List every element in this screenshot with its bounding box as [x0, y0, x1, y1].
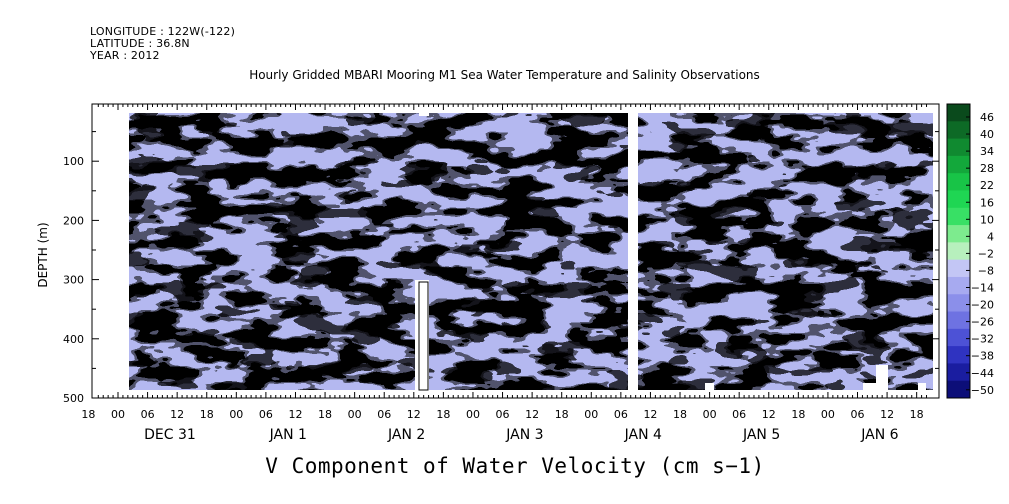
colorbar-swatch: [947, 311, 970, 330]
x-day-label: JAN 6: [860, 427, 898, 443]
colorbar-swatch: [947, 259, 970, 278]
plot-frame: [91, 103, 940, 399]
x-hour-label: 00: [111, 408, 125, 421]
x-hour-label: 00: [821, 408, 835, 421]
x-hour-label: 18: [673, 408, 687, 421]
colorbar-swatch: [947, 328, 970, 347]
x-hour-label: 12: [407, 408, 421, 421]
y-axis: 100 200 300 400 500: [63, 131, 939, 405]
x-hour-label: 06: [851, 408, 865, 421]
colorbar-swatch: [947, 276, 970, 295]
colorbar-label: 4: [987, 230, 994, 243]
y-tick-label: 200: [63, 214, 84, 227]
y-axis-label: DEPTH (m): [36, 222, 50, 287]
y-tick-label: 500: [63, 392, 84, 405]
x-day-label: DEC 31: [144, 427, 196, 443]
x-hour-label: 18: [200, 408, 214, 421]
x-hour-label: 18: [81, 408, 95, 421]
x-day-label: JAN 5: [742, 427, 780, 443]
x-hour-label: 18: [791, 408, 805, 421]
colorbar-swatch: [947, 242, 970, 261]
x-hour-label: 12: [762, 408, 776, 421]
colorbar-label: 16: [980, 196, 994, 209]
colorbar-label: 28: [980, 162, 994, 175]
x-axis-label: V Component of Water Velocity (cm s−1): [265, 454, 765, 478]
gap-6: [918, 383, 926, 392]
colorbar-swatch: [947, 207, 970, 226]
gap-2: [628, 110, 638, 392]
x-hour-label: 12: [525, 408, 539, 421]
colorbar-swatch: [947, 380, 970, 399]
gap-1: [419, 110, 429, 116]
colorbar-frame: [946, 103, 971, 399]
chart-title: Hourly Gridded MBARI Mooring M1 Sea Wate…: [249, 68, 760, 82]
x-hour-label: 00: [584, 408, 598, 421]
x-hour-label: 18: [436, 408, 450, 421]
gap-0: [415, 280, 429, 392]
x-hour-label: 12: [880, 408, 894, 421]
gap-outline: [418, 281, 429, 391]
x-axis: 18 00 06 12 18 00 06 12 18 00 06 12 18 00 06 12 18 00 06 12…: [81, 104, 928, 443]
gap-3: [705, 383, 714, 392]
x-hour-label: 00: [348, 408, 362, 421]
colorbar-swatch: [947, 138, 970, 157]
x-hour-label: 12: [643, 408, 657, 421]
colorbar-label: −32: [971, 333, 994, 346]
x-day-label: JAN 1: [269, 427, 307, 443]
field-blue: [129, 113, 933, 390]
x-hour-label: 00: [703, 408, 717, 421]
x-hour-label: 00: [229, 408, 243, 421]
colorbar-label: −50: [971, 384, 994, 397]
colorbar-label: 46: [980, 111, 994, 124]
colorbar-swatch: [947, 104, 970, 122]
colorbar-swatch: [947, 294, 970, 313]
x-hour-label: 06: [732, 408, 746, 421]
colorbar-label: −2: [978, 247, 994, 260]
colorbar-label: 40: [980, 128, 994, 141]
colorbar-swatch: [947, 190, 970, 209]
colorbar-label: −14: [971, 282, 994, 295]
longitude-label: LONGITUDE : 122W(-122): [90, 25, 236, 38]
x-hour-label: 06: [259, 408, 273, 421]
colorbar-label: 22: [980, 179, 994, 192]
colorbar-swatch: [947, 121, 970, 140]
y-tick-label: 100: [63, 155, 84, 168]
x-hour-label: 00: [466, 408, 480, 421]
colorbar-label: 10: [980, 213, 994, 226]
x-hour-label: 18: [318, 408, 332, 421]
colorbar-swatch: [947, 225, 970, 243]
x-hour-label: 06: [141, 408, 155, 421]
colorbar-swatch: [947, 155, 970, 174]
colorbar-label: −38: [971, 350, 994, 363]
y-tick-label: 400: [63, 333, 84, 346]
y-tick-label: 300: [63, 274, 84, 287]
colorbar-swatch: [947, 346, 970, 364]
x-hour-label: 12: [288, 408, 302, 421]
colorbar-label: 34: [980, 145, 994, 158]
colorbar-swatch: [947, 173, 970, 191]
data-gaps: [415, 110, 926, 392]
x-day-label: JAN 3: [505, 427, 543, 443]
colorbar-label: −20: [971, 299, 994, 312]
x-hour-label: 18: [555, 408, 569, 421]
x-hour-label: 06: [377, 408, 391, 421]
x-hour-label: 18: [910, 408, 924, 421]
x-day-label: JAN 2: [387, 427, 425, 443]
colorbar-label: −8: [978, 264, 994, 277]
gap-5: [876, 365, 888, 392]
x-hour-label: 12: [170, 408, 184, 421]
negative-velocity-regions: [129, 113, 933, 390]
x-hour-label: 06: [614, 408, 628, 421]
colorbar-label: −44: [971, 367, 994, 380]
colorbar-label: −26: [971, 316, 994, 329]
colorbar: 46 40 34 28 22 16 10 4 −2 −8 −14 −20 −26 −32 −38 −44 −50: [946, 103, 994, 399]
latitude-label: LATITUDE : 36.8N: [90, 37, 190, 50]
x-hour-label: 06: [496, 408, 510, 421]
x-day-label: JAN 4: [624, 427, 662, 443]
colorbar-swatch: [947, 363, 970, 382]
velocity-field: [129, 113, 933, 390]
gap-4: [863, 383, 876, 392]
year-label: YEAR : 2012: [90, 49, 160, 62]
